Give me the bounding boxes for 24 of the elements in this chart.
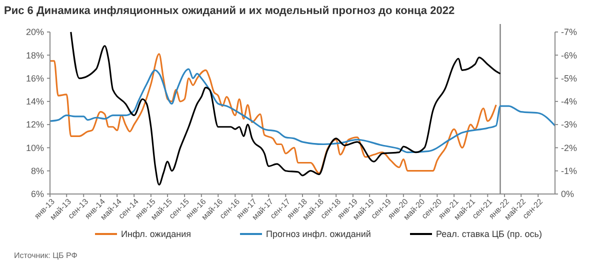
- y-tick-label: 16%: [26, 73, 44, 84]
- chart-title: Рис 6 Динамика инфляционных ожиданий и их модельный прогноз до конца 2022: [4, 5, 455, 17]
- legend-label: Инфл. ожидания: [121, 229, 192, 240]
- y-tick-label: 10%: [26, 142, 44, 153]
- line-series: [49, 53, 497, 174]
- y-tick-label: 12%: [26, 120, 44, 130]
- line-series: [49, 68, 556, 154]
- y2-tick-label: -6%: [561, 50, 578, 60]
- legend-label: Прогноз инфл. ожиданий: [266, 229, 371, 240]
- y-tick-label: 8%: [30, 166, 44, 176]
- y-tick-label: 6%: [30, 189, 44, 200]
- y2-tick-label: 0%: [561, 189, 574, 200]
- text: Источник: ЦБ РФ: [14, 251, 78, 260]
- legend-label: Реал. ставка ЦБ (пр. ось): [436, 229, 542, 240]
- y2-tick-label: -5%: [561, 73, 578, 84]
- y2-tick-label: -2%: [561, 142, 578, 153]
- y-tick-label: 18%: [26, 50, 44, 60]
- y2-tick-label: -3%: [561, 120, 578, 130]
- y2-tick-label: -4%: [561, 96, 578, 107]
- y2-tick-label: -1%: [561, 166, 578, 176]
- y2-tick-label: -7%: [561, 27, 578, 38]
- y-tick-label: 20%: [26, 27, 44, 38]
- y-tick-label: 14%: [26, 96, 44, 107]
- line-series: [70, 31, 502, 186]
